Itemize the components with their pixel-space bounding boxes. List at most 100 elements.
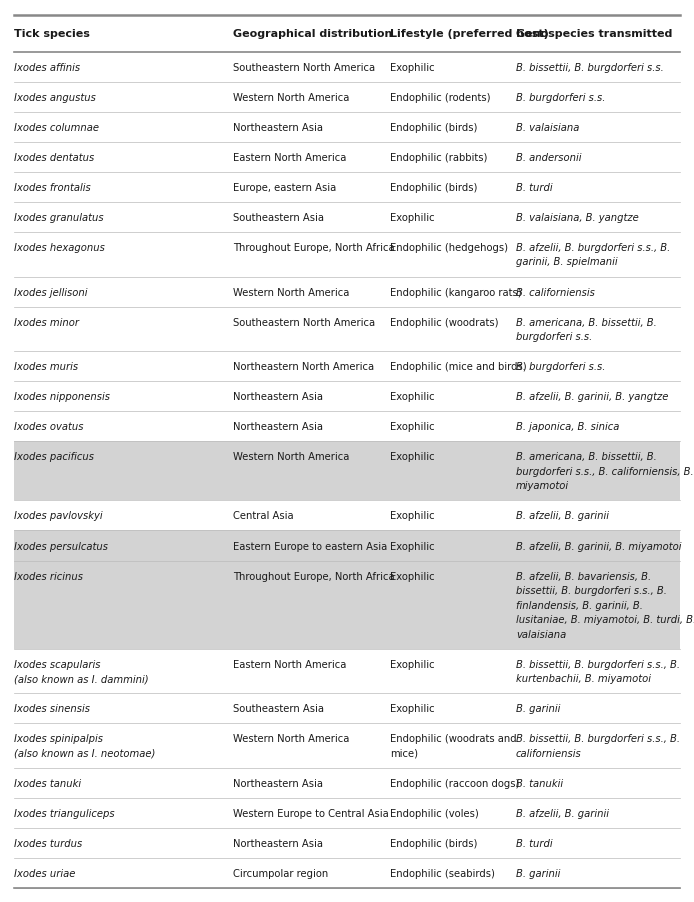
Text: (also known as I. neotomae): (also known as I. neotomae) <box>14 748 155 758</box>
Text: B. burgdorferi s.s.: B. burgdorferi s.s. <box>516 93 605 103</box>
Text: Northeastern Asia: Northeastern Asia <box>233 838 323 848</box>
Text: Southeastern North America: Southeastern North America <box>233 318 375 327</box>
Text: Endophilic (woodrats and: Endophilic (woodrats and <box>390 733 516 743</box>
Text: Ixodes sinensis: Ixodes sinensis <box>14 704 90 713</box>
Text: Exophilic: Exophilic <box>390 511 434 520</box>
Text: B. afzelii, B. garinii, B. miyamotoi: B. afzelii, B. garinii, B. miyamotoi <box>516 541 682 551</box>
Text: Ixodes muris: Ixodes muris <box>14 362 78 372</box>
Bar <box>14 442 680 501</box>
Text: Southeastern Asia: Southeastern Asia <box>233 213 324 223</box>
Text: Ixodes minor: Ixodes minor <box>14 318 79 327</box>
Text: Tick species: Tick species <box>14 29 90 39</box>
Text: Exophilic: Exophilic <box>390 658 434 669</box>
Text: Ixodes dentatus: Ixodes dentatus <box>14 152 94 162</box>
Text: Endophilic (mice and birds): Endophilic (mice and birds) <box>390 362 527 372</box>
Text: Throughout Europe, North Africa: Throughout Europe, North Africa <box>233 571 395 581</box>
Text: Endophilic (raccoon dogs): Endophilic (raccoon dogs) <box>390 778 519 787</box>
Text: Ixodes scapularis: Ixodes scapularis <box>14 658 101 669</box>
Text: B. valaisiana: B. valaisiana <box>516 123 579 133</box>
Text: B. americana, B. bissettii, B.: B. americana, B. bissettii, B. <box>516 318 657 327</box>
Text: Ixodes uriae: Ixodes uriae <box>14 868 76 878</box>
Text: Genospecies transmitted: Genospecies transmitted <box>516 29 672 39</box>
Text: Exophilic: Exophilic <box>390 62 434 72</box>
Text: Western North America: Western North America <box>233 733 349 743</box>
Text: Western North America: Western North America <box>233 93 349 103</box>
Text: Exophilic: Exophilic <box>390 541 434 551</box>
Text: Eastern North America: Eastern North America <box>233 152 346 162</box>
Text: Exophilic: Exophilic <box>390 704 434 713</box>
Text: Eastern Europe to eastern Asia: Eastern Europe to eastern Asia <box>233 541 387 551</box>
Text: B. turdi: B. turdi <box>516 183 552 193</box>
Text: Endophilic (rabbits): Endophilic (rabbits) <box>390 152 487 162</box>
Text: Ixodes ricinus: Ixodes ricinus <box>14 571 83 581</box>
Text: Exophilic: Exophilic <box>390 571 434 581</box>
Text: Endophilic (birds): Endophilic (birds) <box>390 123 477 133</box>
Text: garinii, B. spielmanii: garinii, B. spielmanii <box>516 257 618 267</box>
Text: Endophilic (hedgehogs): Endophilic (hedgehogs) <box>390 243 508 253</box>
Text: B. garinii: B. garinii <box>516 868 560 878</box>
Text: Ixodes pavlovskyi: Ixodes pavlovskyi <box>14 511 103 520</box>
Bar <box>14 531 680 561</box>
Text: Ixodes tanuki: Ixodes tanuki <box>14 778 81 787</box>
Text: Eastern North America: Eastern North America <box>233 658 346 669</box>
Text: Lifestyle (preferred host): Lifestyle (preferred host) <box>390 29 549 39</box>
Text: finlandensis, B. garinii, B.: finlandensis, B. garinii, B. <box>516 600 643 610</box>
Text: B. afzelii, B. burgdorferi s.s., B.: B. afzelii, B. burgdorferi s.s., B. <box>516 243 670 253</box>
Text: Southeastern Asia: Southeastern Asia <box>233 704 324 713</box>
Text: Northeastern North America: Northeastern North America <box>233 362 374 372</box>
Text: Endophilic (voles): Endophilic (voles) <box>390 808 479 818</box>
Text: (also known as I. dammini): (also known as I. dammini) <box>14 673 149 684</box>
Text: B. bissettii, B. burgdorferi s.s., B.: B. bissettii, B. burgdorferi s.s., B. <box>516 733 680 743</box>
Text: Ixodes pacificus: Ixodes pacificus <box>14 452 94 462</box>
Text: Ixodes persulcatus: Ixodes persulcatus <box>14 541 108 551</box>
Text: Exophilic: Exophilic <box>390 213 434 223</box>
Text: B. americana, B. bissettii, B.: B. americana, B. bissettii, B. <box>516 452 657 462</box>
Text: Ixodes nipponensis: Ixodes nipponensis <box>14 391 110 401</box>
Text: Western Europe to Central Asia: Western Europe to Central Asia <box>233 808 389 818</box>
Text: Northeastern Asia: Northeastern Asia <box>233 391 323 401</box>
Text: Endophilic (woodrats): Endophilic (woodrats) <box>390 318 498 327</box>
Text: lusitaniae, B. miyamotoi, B. turdi, B.: lusitaniae, B. miyamotoi, B. turdi, B. <box>516 614 694 624</box>
Text: mice): mice) <box>390 748 418 758</box>
Text: B. bissettii, B. burgdorferi s.s.: B. bissettii, B. burgdorferi s.s. <box>516 62 663 72</box>
Text: B. japonica, B. sinica: B. japonica, B. sinica <box>516 422 619 432</box>
Text: Ixodes spinipalpis: Ixodes spinipalpis <box>14 733 103 743</box>
Text: Central Asia: Central Asia <box>233 511 294 520</box>
Text: Ixodes turdus: Ixodes turdus <box>14 838 83 848</box>
Text: B. afzelii, B. bavariensis, B.: B. afzelii, B. bavariensis, B. <box>516 571 651 581</box>
Text: Ixodes trianguliceps: Ixodes trianguliceps <box>14 808 115 818</box>
Text: Ixodes affinis: Ixodes affinis <box>14 62 80 72</box>
Text: B. afzelii, B. garinii: B. afzelii, B. garinii <box>516 511 609 520</box>
Text: Ixodes jellisoni: Ixodes jellisoni <box>14 287 87 298</box>
Text: Geographical distribution: Geographical distribution <box>233 29 392 39</box>
Text: Ixodes hexagonus: Ixodes hexagonus <box>14 243 105 253</box>
Text: Europe, eastern Asia: Europe, eastern Asia <box>233 183 337 193</box>
Text: B. tanukii: B. tanukii <box>516 778 563 787</box>
Text: Exophilic: Exophilic <box>390 452 434 462</box>
Text: B. afzelii, B. garinii, B. yangtze: B. afzelii, B. garinii, B. yangtze <box>516 391 668 401</box>
Text: Ixodes granulatus: Ixodes granulatus <box>14 213 103 223</box>
Text: Ixodes ovatus: Ixodes ovatus <box>14 422 83 432</box>
Text: Northeastern Asia: Northeastern Asia <box>233 778 323 787</box>
Text: burgdorferi s.s., B. californiensis, B.: burgdorferi s.s., B. californiensis, B. <box>516 466 693 476</box>
Text: Endophilic (birds): Endophilic (birds) <box>390 838 477 848</box>
Text: B. garinii: B. garinii <box>516 704 560 713</box>
Text: Exophilic: Exophilic <box>390 391 434 401</box>
Text: bissettii, B. burgdorferi s.s., B.: bissettii, B. burgdorferi s.s., B. <box>516 585 667 595</box>
Text: B. bissettii, B. burgdorferi s.s., B.: B. bissettii, B. burgdorferi s.s., B. <box>516 658 680 669</box>
Text: californiensis: californiensis <box>516 748 582 758</box>
Text: B. turdi: B. turdi <box>516 838 552 848</box>
Text: B. valaisiana, B. yangtze: B. valaisiana, B. yangtze <box>516 213 638 223</box>
Text: B. californiensis: B. californiensis <box>516 287 595 298</box>
Text: valaisiana: valaisiana <box>516 629 566 639</box>
Text: Western North America: Western North America <box>233 287 349 298</box>
Text: burgdorferi s.s.: burgdorferi s.s. <box>516 332 592 342</box>
Text: Southeastern North America: Southeastern North America <box>233 62 375 72</box>
Text: Northeastern Asia: Northeastern Asia <box>233 422 323 432</box>
Text: Endophilic (seabirds): Endophilic (seabirds) <box>390 868 495 878</box>
Bar <box>14 561 680 649</box>
Text: B. afzelii, B. garinii: B. afzelii, B. garinii <box>516 808 609 818</box>
Text: Throughout Europe, North Africa: Throughout Europe, North Africa <box>233 243 395 253</box>
Text: Ixodes frontalis: Ixodes frontalis <box>14 183 91 193</box>
Text: Endophilic (rodents): Endophilic (rodents) <box>390 93 491 103</box>
